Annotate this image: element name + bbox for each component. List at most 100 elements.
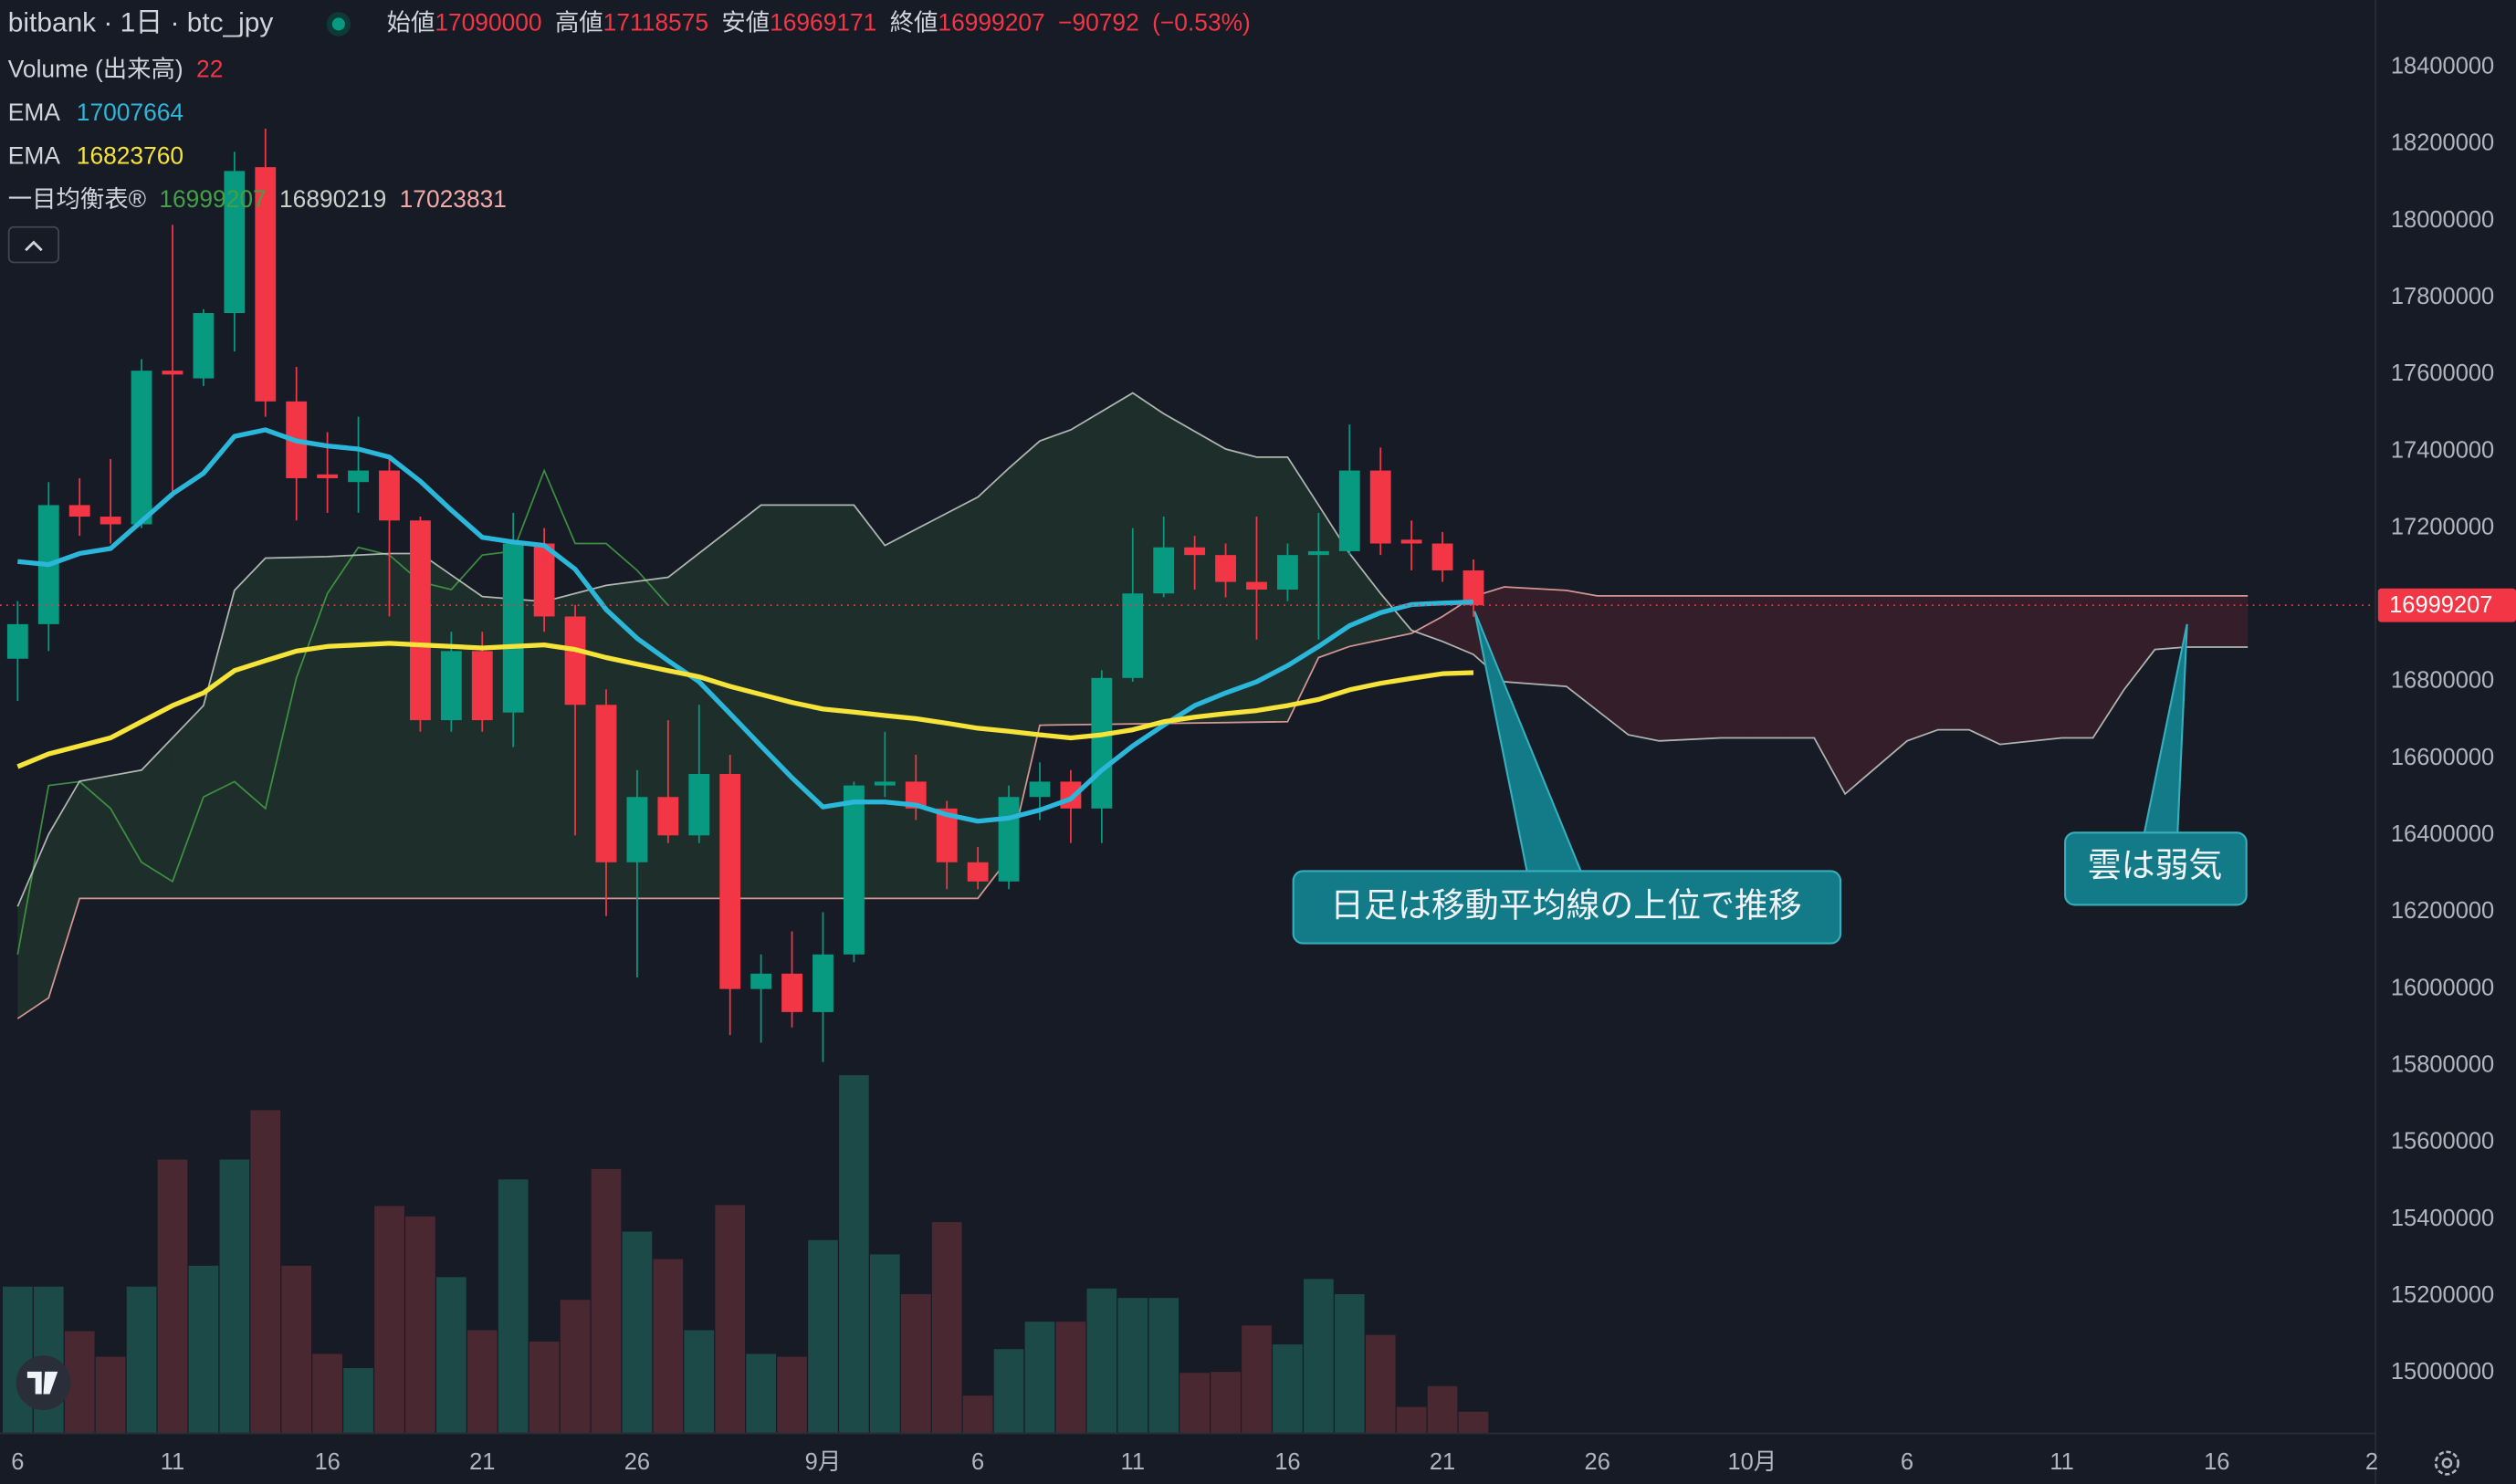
volume-bar: [1242, 1325, 1272, 1433]
candle-body: [255, 167, 277, 402]
volume-bar: [622, 1231, 653, 1433]
cloud: [451, 575, 483, 899]
gear-icon[interactable]: [2434, 1450, 2460, 1476]
volume-bar: [993, 1349, 1024, 1433]
volume-bar: [1304, 1279, 1334, 1433]
candle-body: [317, 474, 339, 478]
cloud: [1414, 616, 1443, 642]
candle-body: [1307, 550, 1329, 556]
y-tick-label: 17200000: [2391, 514, 2494, 539]
volume-bar: [374, 1206, 404, 1433]
button-frame[interactable]: [7, 225, 60, 264]
volume-bar: [343, 1368, 373, 1433]
cloud: [1907, 595, 1938, 741]
candle-body: [379, 470, 400, 521]
cloud: [1721, 595, 1753, 738]
volume-bar: [962, 1395, 993, 1433]
y-tick-label: 15800000: [2391, 1052, 2494, 1078]
volume-bar: [435, 1277, 467, 1433]
cloud: [1876, 595, 1908, 768]
logo[interactable]: [16, 1355, 71, 1411]
candle-body: [162, 371, 183, 375]
price-label-box: [2377, 588, 2516, 622]
collapse-button[interactable]: [7, 225, 60, 264]
candle-body: [6, 623, 28, 659]
ema-line: [17, 427, 1474, 824]
volume-bar: [900, 1294, 931, 1433]
ema-line: [16, 641, 1474, 769]
chevron-icon[interactable]: [25, 240, 43, 252]
candle-body: [1400, 539, 1422, 544]
candle-body: [1431, 543, 1453, 570]
callout-box: [2064, 831, 2248, 906]
y-tick-label: 17400000: [2391, 437, 2494, 463]
legend-value: 17007664: [77, 99, 183, 126]
cloud: [358, 553, 390, 899]
candle-body: [750, 973, 772, 989]
annotation: 日足は移動平均線の上位で推移: [1330, 887, 1802, 925]
candle-body: [967, 862, 989, 882]
volume-bar: [126, 1286, 157, 1433]
legend-value: 22: [196, 55, 223, 82]
volume-bar: [870, 1254, 900, 1433]
ichimoku-line: [16, 392, 2249, 907]
x-tick-label: 6: [971, 1449, 984, 1475]
y-tick-label: 15400000: [2391, 1206, 2494, 1231]
volume-bar: [312, 1353, 342, 1433]
volume-bar: [219, 1159, 250, 1433]
cloud: [2092, 595, 2124, 738]
cloud: [2123, 595, 2155, 690]
x-tick-label: 11: [161, 1449, 184, 1475]
volume-bar: [777, 1356, 807, 1433]
ichimoku-line: [16, 586, 2249, 1019]
candle-body: [1462, 570, 1484, 606]
y-tick-label: 18400000: [2391, 53, 2494, 78]
y-tick-label: 16200000: [2391, 898, 2494, 924]
y-tick-label: 16400000: [2391, 821, 2494, 847]
volume-bar: [1396, 1406, 1427, 1433]
cloud: [1659, 595, 1691, 741]
candle-body: [595, 705, 617, 862]
gear-icon[interactable]: [2441, 1458, 2453, 1468]
volume-bar: [1211, 1372, 1241, 1433]
y-tick-label: 16800000: [2391, 668, 2494, 694]
volume-bar: [157, 1159, 188, 1433]
cloud: [1999, 595, 2031, 745]
volume-bar: [931, 1222, 962, 1433]
legend-label: 終値: [890, 8, 938, 36]
volume-bar: [1179, 1373, 1210, 1433]
candle-body: [1215, 555, 1236, 582]
volume-bar: [467, 1330, 498, 1433]
candle-body: [1184, 547, 1206, 556]
volume-bar: [1458, 1411, 1489, 1433]
cloud: [1597, 595, 1629, 736]
settings-button[interactable]: [2434, 1450, 2460, 1476]
candle-body: [193, 313, 215, 379]
volume-bar: [250, 1110, 281, 1433]
cloud: [1225, 449, 1257, 723]
legend-label: 始値: [387, 8, 435, 36]
logo-circle[interactable]: [16, 1355, 71, 1411]
volume-bar: [808, 1239, 838, 1433]
candle-body: [874, 781, 896, 786]
y-tick-label: 16000000: [2391, 975, 2494, 1000]
candle-body: [533, 543, 555, 617]
legend-label: EMA: [8, 141, 61, 169]
cloud: [1194, 431, 1226, 724]
candle-body: [1091, 677, 1113, 809]
candle-body: [1153, 547, 1175, 594]
cloud: [1473, 587, 1504, 683]
cloud: [2154, 595, 2186, 650]
candle-body: [812, 954, 833, 1012]
cloud: [2217, 595, 2249, 648]
legend-label: 安値: [721, 8, 770, 36]
cloud: [760, 505, 792, 899]
logo-mark[interactable]: [26, 1371, 58, 1395]
volume-bar: [1273, 1344, 1303, 1433]
candle-body: [905, 781, 927, 809]
volume-bar: [1024, 1322, 1055, 1433]
candle-body: [224, 171, 246, 314]
callout-join: [1524, 874, 1578, 876]
cloud: [1535, 588, 1567, 687]
x-tick-label: 9月: [805, 1449, 842, 1475]
